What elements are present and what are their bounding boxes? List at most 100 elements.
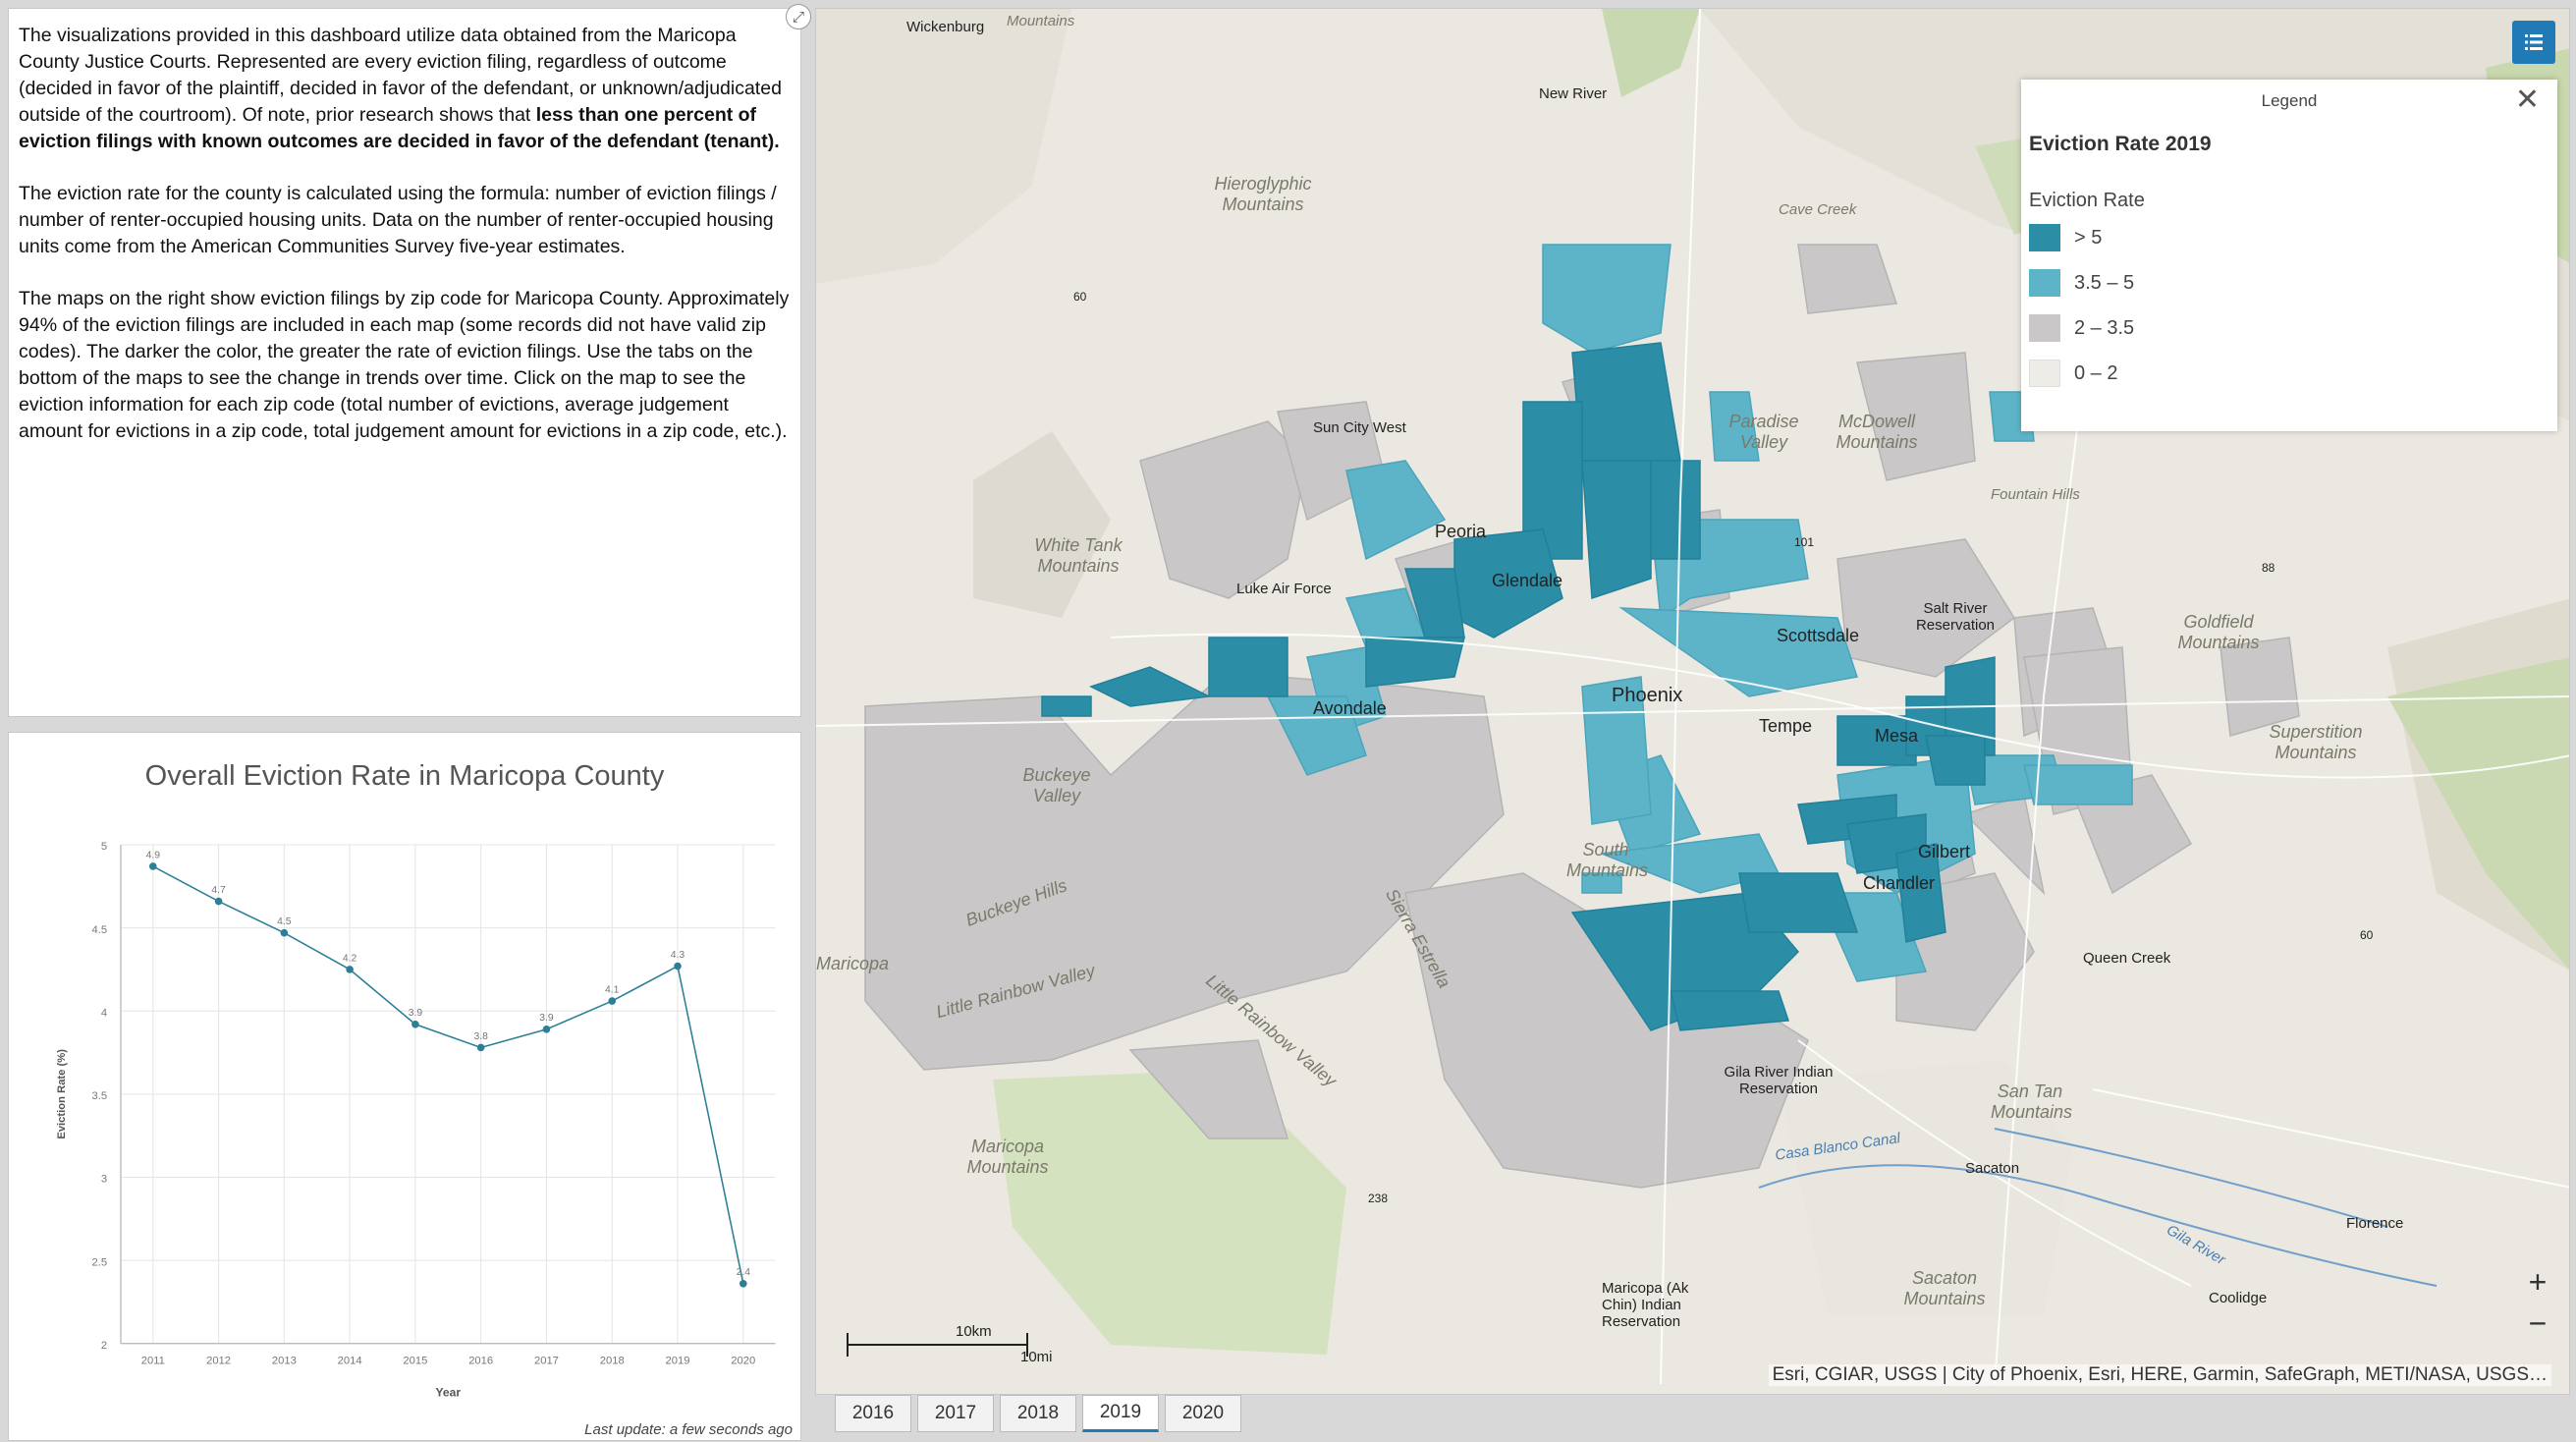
x-tick-label: 2011 xyxy=(141,1355,165,1366)
route-238-label: 238 xyxy=(1368,1192,1389,1205)
tab-2018[interactable]: 2018 xyxy=(1000,1395,1076,1432)
chart-panel: Overall Eviction Rate in Maricopa County… xyxy=(8,732,801,1441)
label-coolidge: Coolidge xyxy=(2209,1290,2268,1306)
label-sun-city-west: Sun City West xyxy=(1313,419,1406,436)
y-tick-label: 4 xyxy=(101,1007,107,1019)
description-text: The visualizations provided in this dash… xyxy=(19,25,782,126)
y-axis-title: Eviction Rate (%) xyxy=(56,1049,68,1139)
description-emphasis: less than one percent of eviction filing… xyxy=(19,104,780,152)
map-view[interactable]: Wickenburg New River Cave Creek Hierogly… xyxy=(815,8,2570,1395)
label-goldfield-mountains: Goldfield Mountains xyxy=(2177,612,2260,652)
x-tick-label: 2018 xyxy=(600,1355,625,1366)
data-point xyxy=(280,928,289,937)
data-label: 3.9 xyxy=(539,1013,554,1024)
label-peoria: Peoria xyxy=(1435,522,1487,541)
data-point xyxy=(411,1020,419,1028)
label-phoenix: Phoenix xyxy=(1612,685,1683,706)
label-sacaton: Sacaton xyxy=(1965,1160,2020,1177)
legend-swatch xyxy=(2029,360,2060,387)
x-tick-label: 2015 xyxy=(403,1355,427,1366)
y-tick-label: 5 xyxy=(101,841,107,853)
x-tick-label: 2013 xyxy=(272,1355,297,1366)
scale-bar-graphic xyxy=(847,1333,1028,1357)
data-label: 4.5 xyxy=(277,916,292,927)
label-white-tank-mountains: White Tank Mountains xyxy=(1034,535,1123,576)
legend-title: Eviction Rate 2019 xyxy=(2029,133,2212,155)
label-buckeye-valley: Buckeye Valley xyxy=(1022,765,1091,805)
y-tick-label: 3.5 xyxy=(92,1090,108,1102)
last-update-text: Last update: a few seconds ago xyxy=(584,1421,793,1438)
route-60b-label: 60 xyxy=(2360,928,2374,942)
series-line xyxy=(152,865,744,1284)
label-salt-river-reservation: Salt River Reservation xyxy=(1915,600,1996,634)
tab-2016[interactable]: 2016 xyxy=(835,1395,911,1432)
legend-item-label: 2 – 3.5 xyxy=(2074,316,2135,339)
expand-icon[interactable]: ⤢ xyxy=(786,4,811,29)
data-point xyxy=(739,1279,747,1288)
eviction-map[interactable] xyxy=(816,9,2570,1395)
close-icon[interactable]: ✕ xyxy=(2514,83,2540,116)
data-label: 2.4 xyxy=(737,1267,751,1278)
label-ak-chin-reservation: Maricopa (Ak Chin) Indian Reservation xyxy=(1602,1280,1689,1330)
tab-2019[interactable]: 2019 xyxy=(1082,1395,1159,1432)
route-101-label: 101 xyxy=(1794,535,1815,549)
legend-item-label: > 5 xyxy=(2074,226,2103,249)
label-florence: Florence xyxy=(2346,1215,2404,1232)
label-hieroglyphic-mountains: Hieroglyphic Mountains xyxy=(1214,174,1312,214)
legend-swatch xyxy=(2029,269,2060,297)
label-scottsdale: Scottsdale xyxy=(1777,626,1860,645)
data-point xyxy=(542,1026,551,1033)
tab-2017[interactable]: 2017 xyxy=(917,1395,994,1432)
description-paragraph-3: The maps on the right show eviction fili… xyxy=(19,288,790,442)
data-label: 4.2 xyxy=(343,953,357,964)
y-tick-label: 2.5 xyxy=(92,1256,108,1268)
data-label: 3.9 xyxy=(409,1008,423,1019)
data-point xyxy=(346,966,354,973)
label-maricopa: Maricopa xyxy=(816,954,890,973)
legend-item-2-3-5: 2 – 3.5 xyxy=(2029,313,2134,343)
label-wickenburg: Wickenburg xyxy=(906,19,985,35)
label-gilbert: Gilbert xyxy=(1918,842,1971,861)
label-mcdowell-mountains: McDowell Mountains xyxy=(1836,412,1918,452)
legend-item-label: 3.5 – 5 xyxy=(2074,271,2135,294)
x-tick-label: 2017 xyxy=(534,1355,559,1366)
data-label: 4.9 xyxy=(146,850,161,860)
label-sacaton-mountains: Sacaton Mountains xyxy=(1903,1268,1986,1308)
data-point xyxy=(476,1043,485,1052)
legend-toggle-button[interactable] xyxy=(2512,21,2555,64)
label-chandler: Chandler xyxy=(1863,873,1936,893)
label-san-tan-mountains: San Tan Mountains xyxy=(1991,1082,2073,1122)
data-label: 4.1 xyxy=(605,984,620,995)
y-tick-label: 4.5 xyxy=(92,924,108,936)
label-cave-creek: Cave Creek xyxy=(1779,201,1857,218)
route-88-label: 88 xyxy=(2262,561,2275,575)
label-mesa: Mesa xyxy=(1875,726,1919,746)
scale-mi-label: 10mi xyxy=(1020,1349,1053,1365)
chart-plot-group: 2 2.5 3 3.5 4 4.5 5 2011 2012 2013 2014 2015 2016 201… xyxy=(56,841,776,1399)
label-maricopa-mountains: Maricopa Mountains xyxy=(966,1137,1049,1177)
label-fountain-hills: Fountain Hills xyxy=(1991,486,2080,503)
legend-header: Legend xyxy=(2261,91,2318,110)
tab-2020[interactable]: 2020 xyxy=(1165,1395,1241,1432)
label-south-mountains: South Mountains xyxy=(1566,840,1649,880)
year-tabs: 2016 2017 2018 2019 2020 xyxy=(835,1395,1241,1434)
label-new-river: New River xyxy=(1539,85,1608,102)
x-tick-label: 2020 xyxy=(731,1355,755,1366)
chart-title: Overall Eviction Rate in Maricopa County xyxy=(144,760,665,792)
line-chart: 2 2.5 3 3.5 4 4.5 5 2011 2012 2013 2014 2015 2016 201… xyxy=(56,841,776,1399)
x-axis-title: Year xyxy=(436,1385,462,1399)
legend-swatch xyxy=(2029,224,2060,251)
map-attribution: Esri, CGIAR, USGS | City of Phoenix, Esr… xyxy=(1768,1364,2551,1386)
zoom-out-button[interactable]: − xyxy=(2528,1304,2548,1341)
legend-item-0-2: 0 – 2 xyxy=(2029,359,2117,388)
legend-swatch xyxy=(2029,314,2060,342)
data-label: 4.7 xyxy=(211,885,226,896)
description-paragraph-2: The eviction rate for the county is calc… xyxy=(19,183,777,257)
scale-km-label: 10km xyxy=(956,1323,992,1340)
y-tick-label: 3 xyxy=(101,1174,107,1186)
data-point xyxy=(608,997,617,1005)
label-luke: Luke Air Force xyxy=(1236,581,1332,597)
label-tempe: Tempe xyxy=(1759,716,1813,736)
zoom-in-button[interactable]: + xyxy=(2528,1263,2548,1300)
description-paragraph-1: The visualizations provided in this dash… xyxy=(19,23,791,155)
